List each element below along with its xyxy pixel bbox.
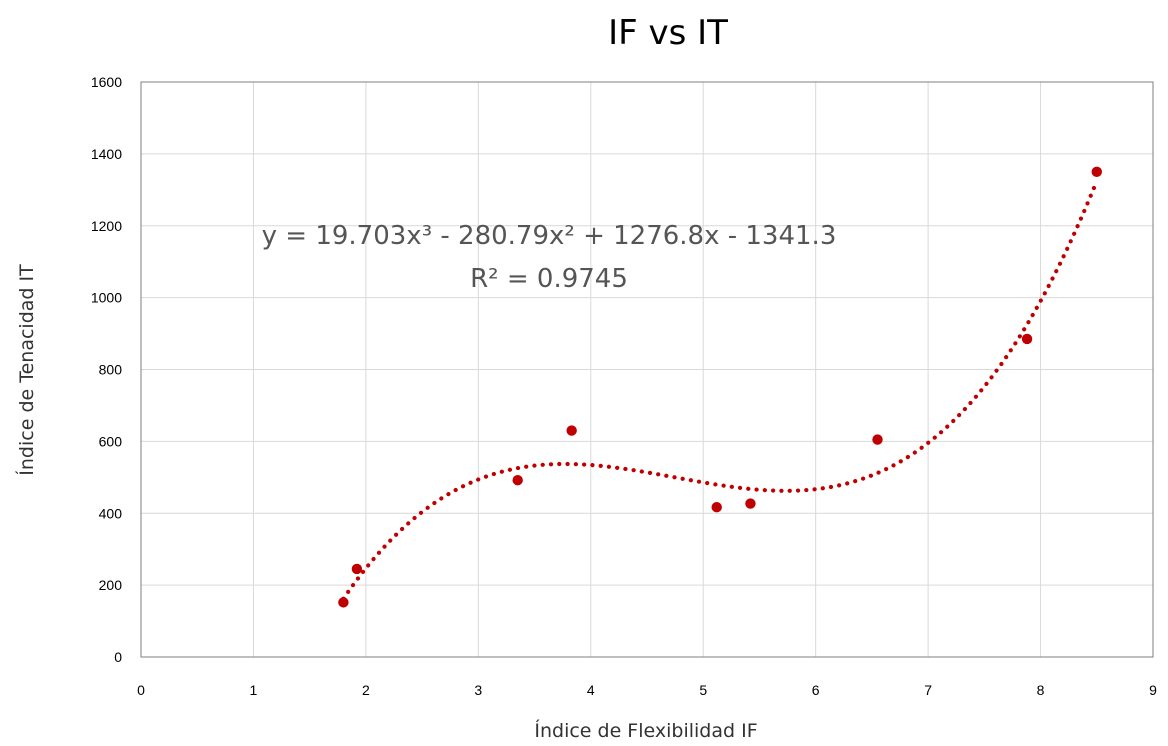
- x-tick-label: 4: [587, 682, 595, 698]
- y-tick-label: 400: [99, 505, 123, 521]
- data-point: [566, 425, 577, 436]
- data-point: [711, 501, 722, 513]
- y-axis-ticks: 0 200 400 600 800 1000 1200 1400 1600: [91, 74, 122, 665]
- y-tick-label: 0: [114, 649, 122, 665]
- x-tick-label: 7: [924, 682, 932, 698]
- data-points: [338, 166, 1102, 608]
- data-point: [872, 434, 883, 445]
- y-axis-title: Índice de Tenacidad IT: [15, 264, 38, 476]
- chart-title: IF vs IT: [608, 13, 728, 53]
- data-point: [351, 563, 363, 575]
- trendline: [341, 178, 1099, 601]
- y-tick-label: 200: [99, 577, 123, 593]
- trendline-equation: y = 19.703x³ - 280.79x² + 1276.8x - 1341…: [262, 221, 837, 251]
- data-point: [1091, 166, 1102, 178]
- x-axis-title: Índice de Flexibilidad IF: [534, 719, 757, 742]
- x-axis-ticks: 0 1 2 3 4 5 6 7 8 9: [137, 682, 1157, 698]
- y-tick-label: 1600: [91, 74, 122, 90]
- y-tick-label: 800: [99, 362, 123, 378]
- x-tick-label: 3: [474, 682, 482, 698]
- x-tick-label: 1: [250, 682, 258, 698]
- y-tick-label: 1400: [91, 146, 122, 162]
- y-tick-label: 1200: [91, 218, 122, 234]
- data-point: [745, 498, 756, 509]
- x-tick-label: 6: [812, 682, 820, 698]
- trendline-r2: R² = 0.9745: [470, 264, 628, 294]
- trendline-path: [341, 178, 1099, 601]
- plot-area-border: [140, 81, 1154, 658]
- data-point: [512, 474, 523, 486]
- y-tick-label: 600: [99, 433, 123, 449]
- x-tick-label: 2: [362, 682, 370, 698]
- data-point: [338, 597, 349, 608]
- y-tick-label: 1000: [91, 290, 122, 306]
- grid: [141, 82, 1153, 657]
- data-point: [1021, 333, 1033, 345]
- x-tick-label: 9: [1149, 682, 1157, 698]
- x-tick-label: 8: [1037, 682, 1045, 698]
- x-tick-label: 5: [699, 682, 707, 698]
- x-tick-label: 0: [137, 682, 145, 698]
